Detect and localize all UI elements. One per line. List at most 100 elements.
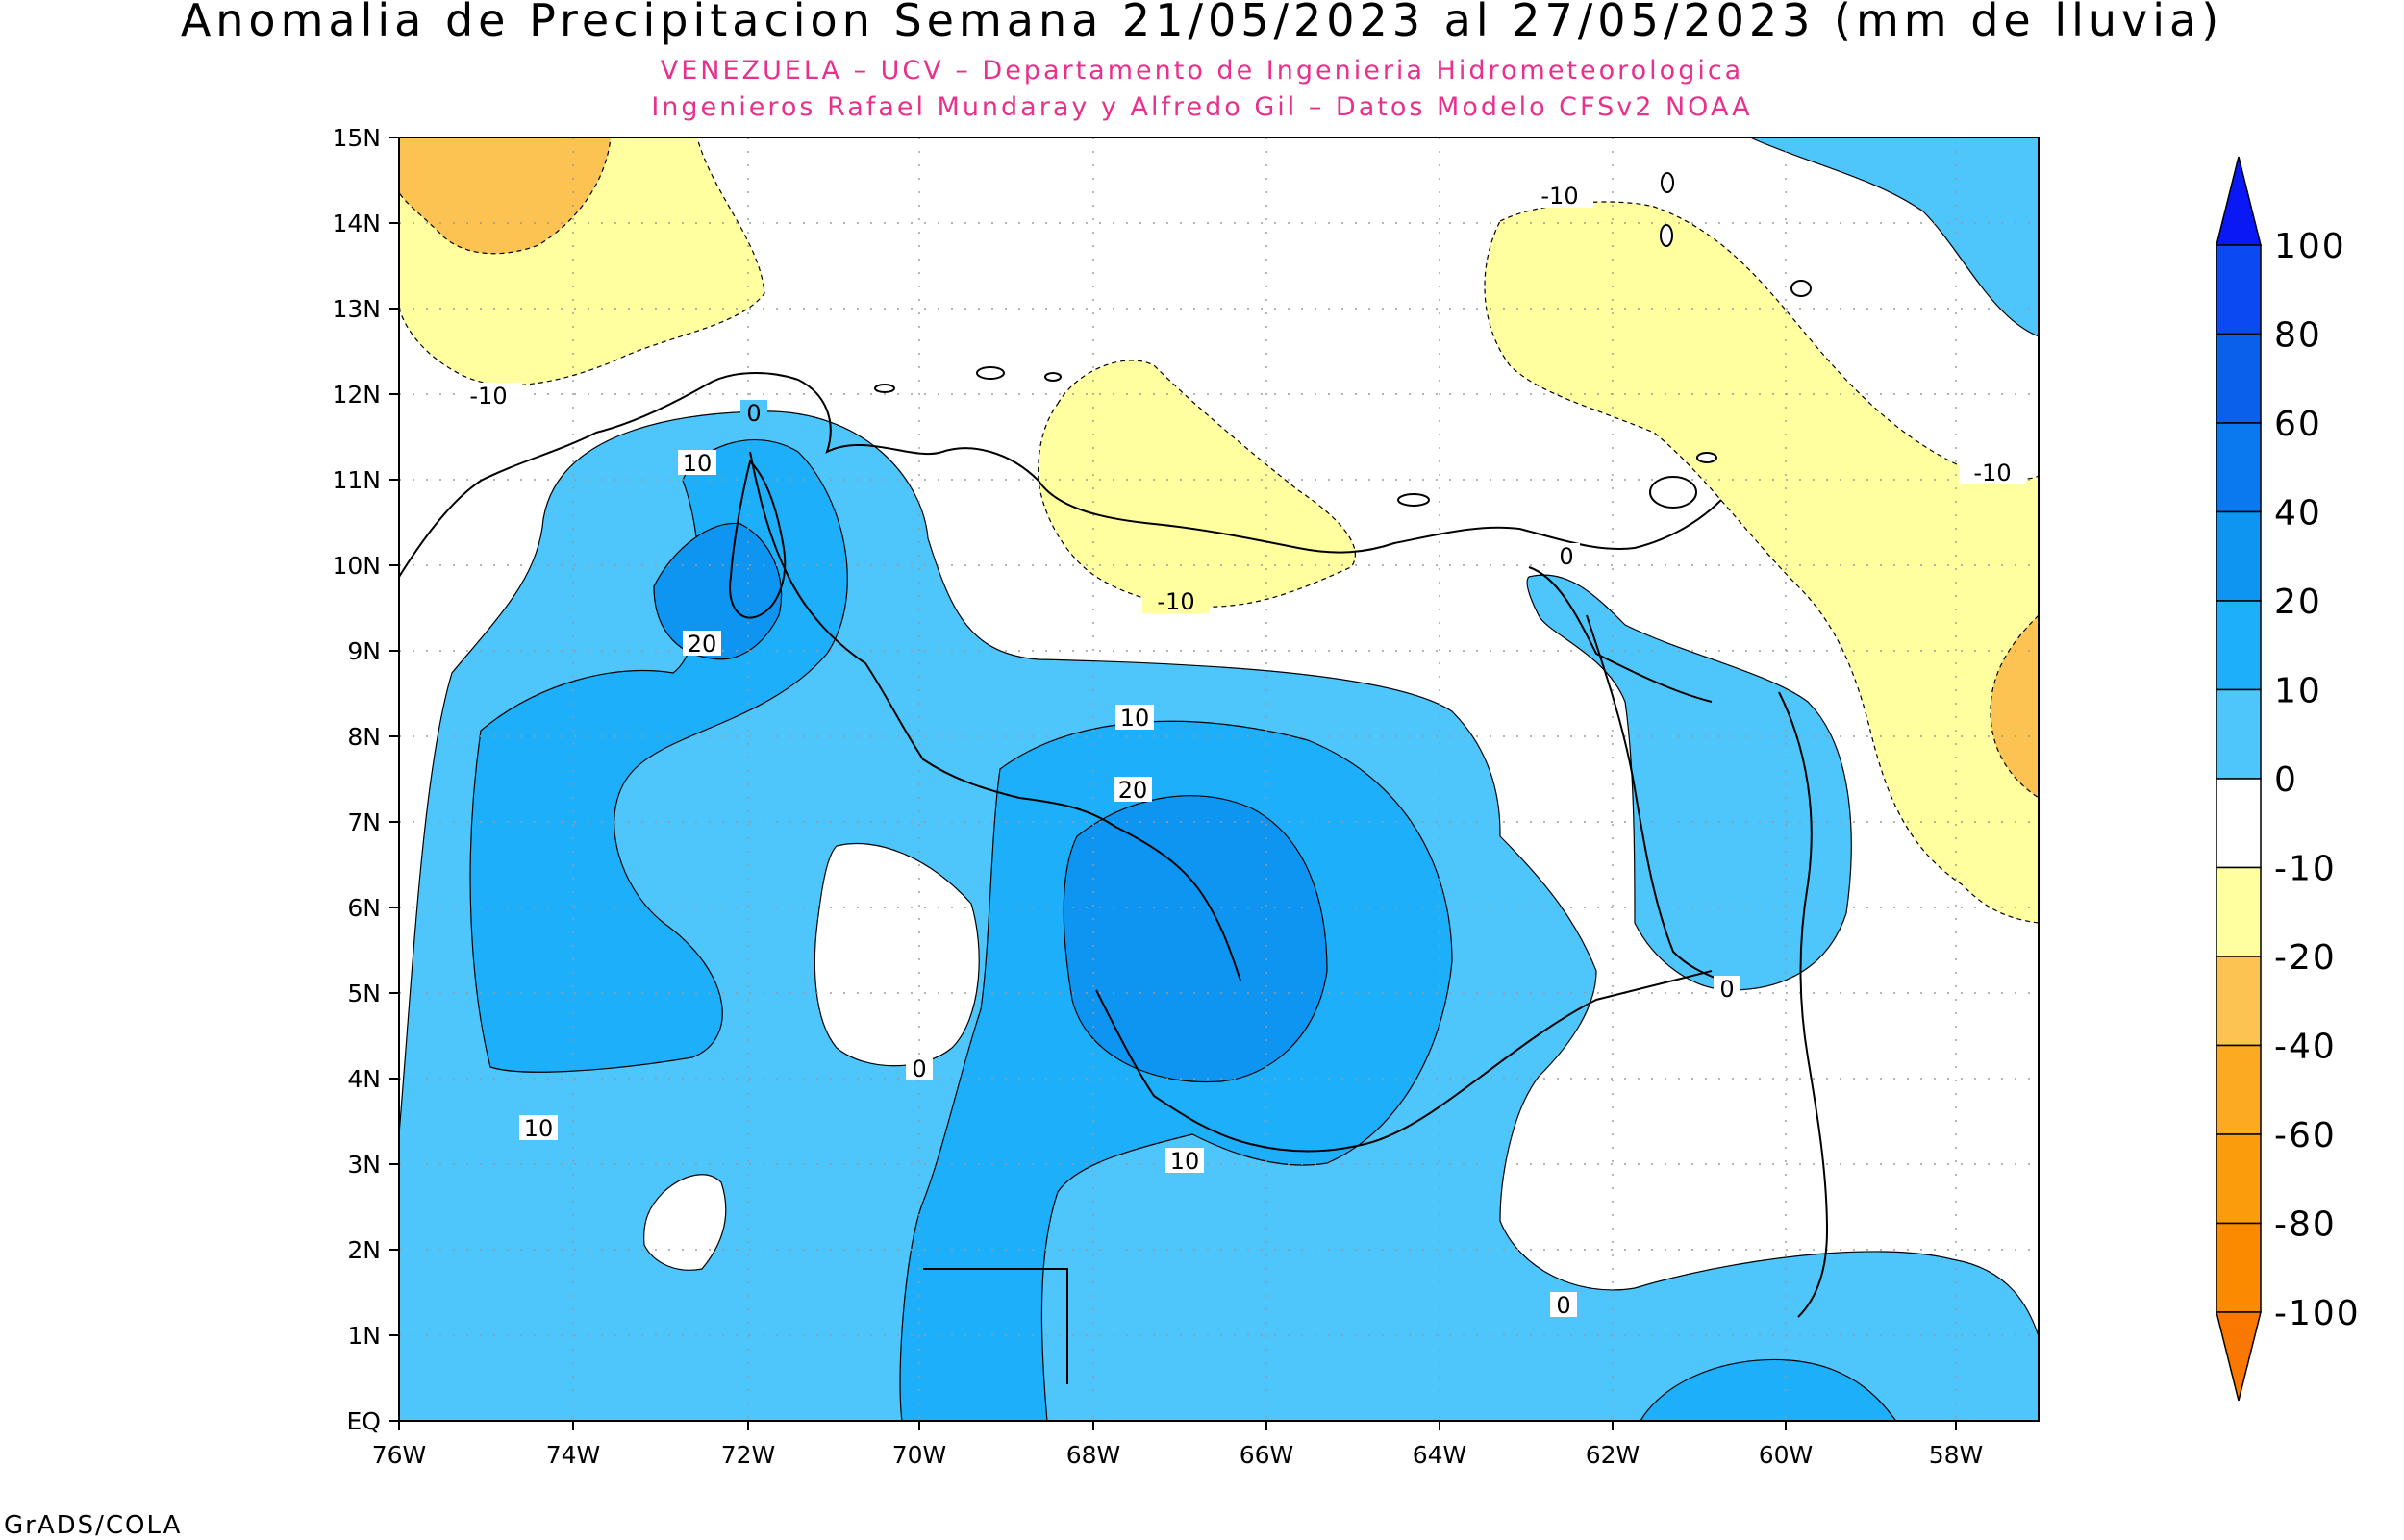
lat-label: 6N	[347, 894, 381, 922]
colorbar-label: 100	[2274, 227, 2346, 266]
lake-maracaibo	[729, 460, 787, 619]
venezuela-guyana-border	[1586, 614, 1722, 981]
longitude-labels: 76W 74W 72W 70W 68W 66W 64W 62W 60W 58W	[372, 1441, 1984, 1469]
anomaly-region-20-40-north	[653, 522, 783, 660]
colorbar-label: 60	[2274, 405, 2322, 444]
colorbar-segment	[2216, 866, 2262, 957]
contour-label: 0	[1714, 976, 1740, 1003]
svg-text:10: 10	[1170, 1148, 1200, 1175]
colorbar-segment	[2216, 333, 2262, 424]
colorbar-label: -10	[2274, 850, 2337, 889]
lat-label: 9N	[347, 637, 381, 665]
lat-label: EQ	[347, 1407, 381, 1435]
svg-text:0: 0	[746, 400, 761, 427]
contour-label: 20	[1114, 777, 1152, 804]
lat-label: 7N	[347, 808, 381, 836]
lat-label: 5N	[347, 980, 381, 1007]
colorbar-label: -60	[2274, 1116, 2337, 1155]
colorbar-label: 80	[2274, 316, 2322, 356]
lon-label: 58W	[1929, 1441, 1984, 1469]
lat-label: 14N	[332, 210, 381, 237]
venezuela-colombia-border	[749, 451, 1241, 981]
lon-label: 62W	[1586, 1441, 1640, 1469]
colorbar-segment	[2216, 1044, 2262, 1135]
footer-credit: GrADS/COLA	[4, 1511, 183, 1540]
colorbar-label: -80	[2274, 1205, 2337, 1245]
contour-label: -10	[455, 383, 522, 410]
lat-label: 12N	[332, 381, 381, 409]
anomaly-hole-2	[643, 1174, 727, 1271]
caribbean-coastline	[399, 372, 1722, 578]
lat-label: 10N	[332, 552, 381, 580]
colorbar-label: 20	[2274, 583, 2322, 622]
anomaly-region-neg-northeast	[1484, 201, 2039, 924]
venezuela-brazil-border	[1095, 970, 1713, 1153]
axis-ticks	[389, 137, 1957, 1430]
island-bonaire	[1044, 372, 1062, 382]
anomaly-region-neg20-northwest	[399, 137, 612, 255]
contour-labels: 0 10 20 10 20 10 10 0 0 0 0 -10 -10 -10 …	[455, 183, 2026, 1319]
lon-label: 76W	[372, 1441, 427, 1469]
anomaly-region-neg20-east	[1990, 614, 2039, 799]
colorbar-segment	[2216, 510, 2262, 602]
guyana-suriname-border	[1778, 691, 1829, 1318]
island-grenada	[1660, 224, 1673, 247]
orinoco-delta-coast	[1528, 566, 1713, 703]
contour-label: 0	[1553, 543, 1580, 570]
colorbar-segments	[2216, 156, 2262, 1402]
brazil-colombia-border	[923, 1267, 1068, 1384]
contour-label: 0	[1550, 1292, 1577, 1319]
island-trinidad	[1649, 476, 1697, 509]
colorbar-segment	[2216, 688, 2262, 780]
map-frame	[398, 137, 2040, 1422]
lat-label: 1N	[347, 1322, 381, 1350]
svg-text:0: 0	[1719, 976, 1734, 1003]
contour-label: 10	[1165, 1148, 1204, 1175]
lat-label: 11N	[332, 466, 381, 494]
anomaly-region-neg-central	[1038, 360, 1356, 608]
colorbar-label: 10	[2274, 672, 2322, 711]
caribbean-islands	[874, 172, 1812, 509]
colorbar-label: -20	[2274, 938, 2337, 978]
colorbar-label: -40	[2274, 1028, 2337, 1067]
colorbar-arrow-top	[2216, 156, 2262, 246]
map-subtitle-2: Ingenieros Rafael Mundaray y Alfredo Gil…	[651, 92, 1753, 122]
contour-label: -10	[1526, 183, 1593, 210]
colorbar-arrow-bottom	[2216, 1311, 2262, 1402]
lat-label: 3N	[347, 1151, 381, 1179]
contour-label: 10	[1115, 705, 1154, 732]
contour-label: 0	[906, 1056, 933, 1082]
contour-label: 0	[740, 400, 767, 427]
svg-text:0: 0	[912, 1056, 926, 1082]
svg-text:10: 10	[683, 450, 713, 477]
colorbar-segment	[2216, 422, 2262, 513]
lat-label: 15N	[332, 124, 381, 152]
island-margarita	[1397, 493, 1430, 507]
lon-label: 66W	[1240, 1441, 1294, 1469]
lon-label: 68W	[1066, 1441, 1121, 1469]
lon-label: 72W	[721, 1441, 776, 1469]
svg-text:20: 20	[688, 631, 717, 658]
colorbar-segment	[2216, 1222, 2262, 1313]
anomaly-region-pos-northeast	[1749, 137, 2039, 337]
lat-label: 13N	[332, 295, 381, 323]
contour-label: -10	[1959, 460, 2026, 486]
lon-label: 64W	[1413, 1441, 1467, 1469]
colorbar-segment	[2216, 244, 2262, 335]
svg-text:-10: -10	[469, 383, 507, 410]
island-curacao	[976, 366, 1005, 380]
lon-label: 70W	[892, 1441, 947, 1469]
lat-label: 8N	[347, 723, 381, 751]
anomaly-region-20-40-central	[1063, 795, 1328, 1083]
island-aruba	[874, 384, 895, 393]
svg-text:10: 10	[1120, 705, 1150, 732]
svg-text:-10: -10	[1157, 588, 1194, 615]
svg-text:10: 10	[524, 1115, 554, 1142]
contour-label: -10	[1142, 588, 1210, 615]
lon-label: 60W	[1759, 1441, 1814, 1469]
contour-label: 10	[678, 450, 716, 477]
island-barbados	[1790, 280, 1812, 297]
colorbar-label: -100	[2274, 1294, 2361, 1333]
